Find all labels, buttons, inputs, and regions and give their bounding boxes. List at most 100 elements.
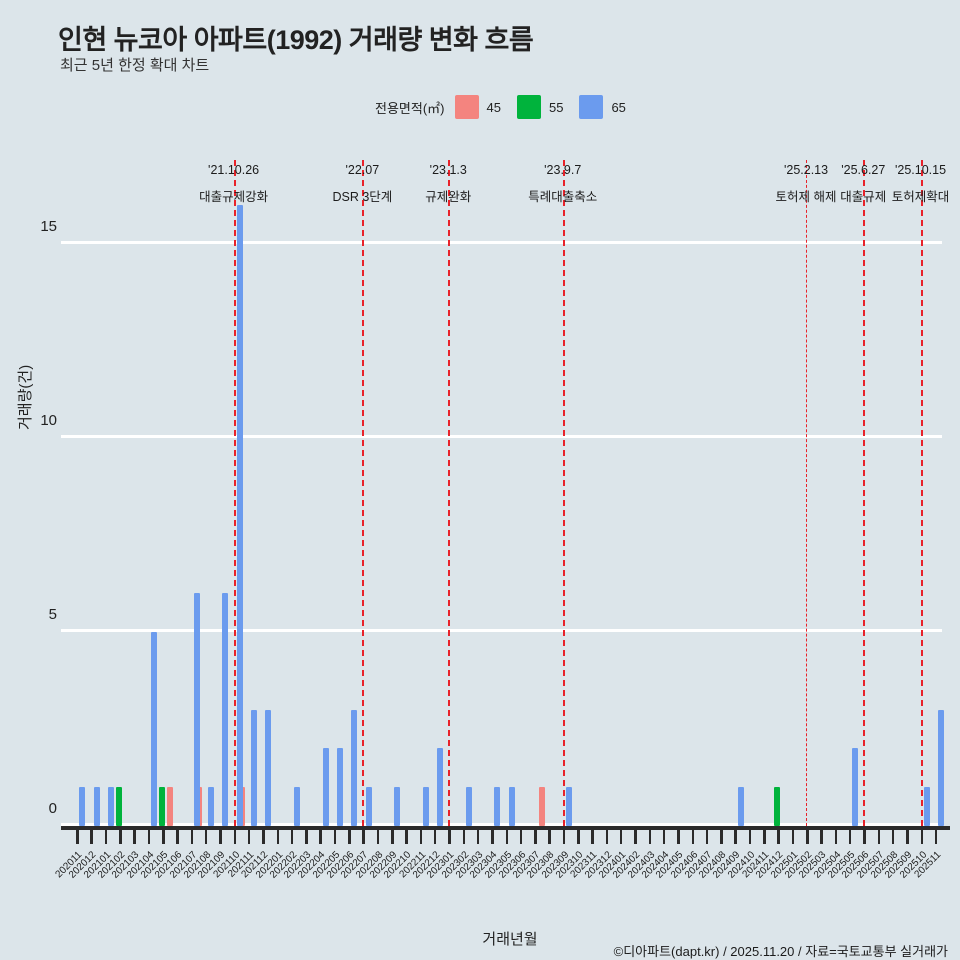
- event-date-202502: '25.2.13: [783, 163, 829, 177]
- bar-202305-65[interactable]: [508, 787, 515, 826]
- legend-item-65[interactable]: 65: [579, 95, 633, 119]
- bar-202109-65[interactable]: [222, 593, 229, 826]
- bar-202112-65[interactable]: [265, 709, 272, 826]
- x-tick-202404: [662, 826, 666, 844]
- bar-202108-65[interactable]: [208, 787, 215, 826]
- x-tick-202409: [734, 826, 737, 844]
- x-tick-202302: [462, 826, 466, 844]
- x-tick-202506: [863, 826, 866, 844]
- x-tick-202301: [448, 826, 451, 844]
- bar-202205-65[interactable]: [336, 748, 343, 826]
- x-tick-202509: [906, 826, 909, 844]
- y-tick-label-0: 0: [48, 800, 57, 817]
- gridline-15: [61, 241, 942, 245]
- x-tick-202403: [648, 826, 652, 844]
- legend-item-55[interactable]: 55: [516, 95, 571, 119]
- bar-202212-65[interactable]: [437, 748, 444, 826]
- x-tick-202108: [204, 826, 208, 844]
- bar-202304-65[interactable]: [494, 787, 501, 826]
- legend-label-45: 45: [486, 99, 501, 115]
- bar-202111-65[interactable]: [251, 709, 258, 826]
- x-tick-202408: [720, 826, 723, 844]
- bar-202105-55[interactable]: [159, 787, 166, 826]
- legend-label-65: 65: [611, 99, 626, 115]
- x-tick-202106: [176, 826, 179, 844]
- footer-credit: ©디아파트(dapt.kr) / 2025.11.20 / 자료=국토교통부 실…: [613, 944, 948, 959]
- bar-202202-65[interactable]: [294, 787, 301, 826]
- event-name-202301: 규제완화: [425, 190, 472, 204]
- chart-subtitle: 최근 5년 한정 확대 차트: [60, 57, 210, 74]
- gridline-10: [61, 435, 942, 439]
- bar-202106-45[interactable]: [167, 787, 174, 826]
- x-tick-202502: [806, 826, 809, 844]
- x-tick-202102: [119, 826, 122, 844]
- x-tick-202303: [476, 826, 480, 844]
- legend-swatch-45: [454, 95, 479, 119]
- event-name-202309: 특례대출축소: [528, 190, 598, 204]
- bar-202012-65[interactable]: [93, 787, 100, 826]
- x-tick-202107: [190, 826, 194, 844]
- x-tick-202407: [705, 826, 709, 844]
- x-tick-202411: [763, 826, 766, 844]
- event-name-202110: 대출규제강화: [199, 190, 269, 204]
- event-vline-202502: [806, 160, 808, 826]
- x-tick-202309: [562, 826, 566, 844]
- bar-202107-65[interactable]: [193, 593, 200, 826]
- event-vline-202207: [362, 160, 365, 826]
- bar-202412-55[interactable]: [774, 787, 781, 826]
- bar-202102-55[interactable]: [116, 787, 123, 826]
- x-tick-202306: [519, 826, 523, 844]
- bar-202101-65[interactable]: [107, 787, 114, 826]
- x-axis-title: 거래년월: [482, 931, 538, 948]
- x-tick-202507: [877, 826, 881, 844]
- x-tick-202405: [677, 826, 680, 844]
- x-tick-202501: [791, 826, 795, 844]
- x-tick-202011: [76, 826, 79, 844]
- x-tick-202503: [820, 826, 823, 844]
- bar-202211-65[interactable]: [422, 787, 429, 826]
- x-tick-202212: [433, 826, 437, 844]
- event-vline-202506: [863, 160, 866, 826]
- bar-202510-65[interactable]: [923, 787, 930, 826]
- x-tick-202109: [219, 826, 222, 844]
- gridline-5: [61, 629, 942, 633]
- plot-area: 0 5 10 15: [40, 160, 945, 826]
- bar-202207-65[interactable]: [365, 787, 372, 826]
- gridline-0: [61, 823, 942, 826]
- event-vline-202110: [233, 160, 236, 826]
- event-vline-202510: [920, 160, 923, 826]
- bar-202209-65[interactable]: [394, 787, 401, 826]
- x-tick-202203: [305, 826, 308, 844]
- bar-202011-65[interactable]: [79, 787, 86, 826]
- bar-202505-65[interactable]: [852, 748, 859, 826]
- x-tick-202412: [777, 826, 780, 844]
- x-tick-202305: [505, 826, 508, 844]
- legend-title: 전용면적(㎡): [375, 100, 445, 116]
- y-tick-label-15: 15: [40, 218, 57, 236]
- bar-202302-65[interactable]: [465, 787, 472, 826]
- event-date-202510: '25.10.15: [895, 163, 947, 177]
- event-date-202506: '25.6.27: [841, 163, 886, 177]
- bar-202204-65[interactable]: [322, 748, 329, 826]
- x-tick-202104: [147, 826, 151, 844]
- x-tick-202304: [491, 826, 494, 844]
- bar-202308-45[interactable]: [539, 787, 546, 826]
- x-tick-202204: [319, 826, 322, 844]
- x-tick-202504: [834, 826, 838, 844]
- x-tick-202111: [247, 826, 251, 844]
- x-tick-202207: [362, 826, 365, 844]
- bar-202511-65[interactable]: [938, 709, 945, 826]
- x-tick-202209: [391, 826, 394, 844]
- x-tick-202105: [162, 826, 165, 844]
- x-tick-202103: [133, 826, 136, 844]
- bar-202206-65[interactable]: [351, 709, 358, 826]
- bar-202409-65[interactable]: [737, 787, 744, 826]
- bar-202309-65[interactable]: [565, 787, 572, 826]
- x-tick-202101: [104, 826, 108, 844]
- bar-202104-65[interactable]: [150, 632, 157, 826]
- x-tick-202012: [90, 826, 93, 844]
- bar-202110-65[interactable]: [236, 205, 243, 826]
- x-tick-202401: [619, 826, 623, 844]
- x-tick-202402: [634, 826, 637, 844]
- legend-item-45[interactable]: 45: [454, 95, 509, 119]
